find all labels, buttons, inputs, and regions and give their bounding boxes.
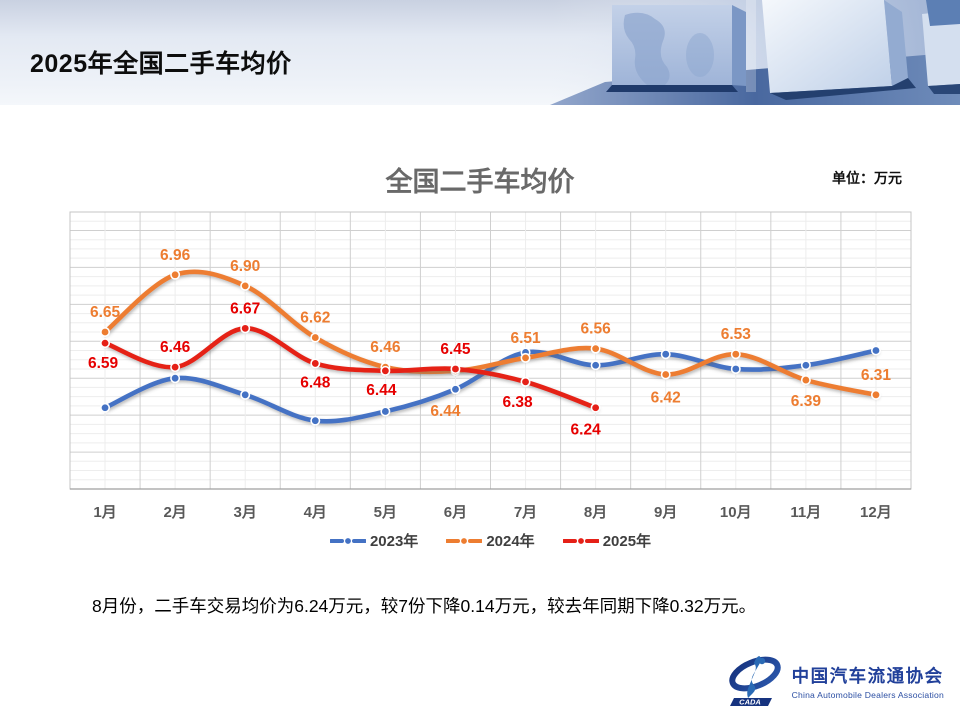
- x-axis-label: 1月: [93, 504, 117, 521]
- chart-title-row: 全国二手车均价 单位：万元: [0, 160, 960, 202]
- data-label: 6.90: [230, 258, 260, 275]
- data-point-marker: [800, 360, 811, 371]
- legend-item-2025年: 2025年: [562, 530, 652, 551]
- cada-emblem-icon: CADA: [728, 656, 781, 707]
- unit-label: 单位：万元: [832, 170, 902, 186]
- legend-line-swatch: [562, 536, 599, 545]
- gridlines: [69, 211, 912, 490]
- data-label: 6.31: [861, 367, 892, 384]
- data-label: 6.59: [88, 355, 119, 372]
- legend-label: 2024年: [486, 533, 535, 550]
- x-axis-label: 2月: [163, 504, 187, 521]
- data-point-marker: [170, 362, 181, 373]
- legend-line-swatch: [329, 536, 366, 545]
- x-axis-label: 8月: [583, 504, 608, 521]
- data-label: 6.51: [510, 330, 541, 347]
- data-point-marker: [100, 338, 111, 349]
- x-axis: 1月 2月 3月 4月 5月 6月 7月 8月 9月 10月 11月 12月: [70, 501, 911, 522]
- data-point-marker: [450, 384, 461, 395]
- chart-title: 全国二手车均价: [385, 167, 575, 197]
- data-point-marker: [730, 363, 741, 374]
- data-label: 6.46: [370, 339, 401, 356]
- data-point-marker: [590, 343, 601, 354]
- data-point-marker: [660, 369, 671, 380]
- data-point-marker: [170, 269, 181, 280]
- data-label: 6.45: [440, 341, 471, 358]
- data-point-marker: [380, 365, 391, 376]
- x-axis-label: 12月: [860, 504, 892, 521]
- x-axis-label: 10月: [719, 504, 752, 521]
- data-point-marker: [100, 402, 111, 413]
- data-label: 6.65: [90, 304, 121, 321]
- data-point-marker: [310, 358, 321, 369]
- summary-text: 8月份，二手车交易均价为6.24万元，较7份下降0.14万元，较去年同期下降0.…: [92, 596, 757, 616]
- data-point-marker: [310, 415, 321, 426]
- data-point-marker: [380, 406, 391, 417]
- organization-name: 中国汽车流通协会 China Automobile Dealers Associ…: [792, 663, 944, 700]
- organization-name-cn: 中国汽车流通协会: [791, 665, 944, 686]
- legend-item-2023年: 2023年: [329, 530, 419, 551]
- data-label: 6.42: [651, 390, 681, 407]
- data-point-marker: [870, 389, 881, 400]
- data-label: 6.96: [160, 247, 191, 264]
- data-point-marker: [310, 332, 321, 343]
- slide-header: 2025年全国二手车均价: [0, 0, 960, 105]
- data-point-marker: [590, 402, 601, 413]
- data-label: 6.53: [721, 326, 752, 343]
- legend-item-2024年: 2024年: [446, 530, 535, 551]
- series-2023年: [100, 345, 881, 426]
- data-point-marker: [800, 375, 811, 386]
- data-point-marker: [870, 345, 881, 356]
- svg-text:CADA: CADA: [739, 698, 761, 707]
- x-axis-label: 5月: [373, 504, 398, 521]
- data-label: 6.38: [502, 394, 533, 411]
- organization-logo: CADA 中国汽车流通协会 China Automobile Dealers A…: [726, 652, 944, 710]
- series-line-2025年: [102, 326, 598, 411]
- data-point-marker: [450, 363, 461, 374]
- data-label: 6.44: [430, 403, 461, 420]
- data-point-marker: [170, 373, 181, 384]
- data-point-marker: [100, 327, 111, 338]
- data-point-marker: [660, 349, 671, 360]
- x-axis-label: 3月: [233, 504, 257, 521]
- decorative-cubes-image: [550, 0, 960, 105]
- series-2025年: 6.59 6.46 6.67 6.48 6.44 6.45 6.38 6.24: [88, 300, 601, 438]
- data-point-marker: [590, 360, 601, 371]
- x-axis-label: 11月: [790, 504, 822, 521]
- legend-line-swatch: [446, 536, 483, 545]
- chart-legend: 2023年 2024年 2025年: [70, 530, 911, 551]
- x-axis-label: 4月: [303, 504, 327, 521]
- series-2024年: 6.65 6.96 6.90 6.62 6.46 6.44 6.51 6.56 6.42 6.53…: [90, 247, 891, 420]
- data-point-marker: [520, 376, 531, 387]
- x-axis-label: 6月: [443, 504, 468, 521]
- data-label: 6.67: [230, 300, 260, 317]
- data-label: 6.46: [160, 339, 191, 356]
- data-point-marker: [520, 352, 531, 363]
- data-point-marker: [240, 323, 251, 334]
- legend-label: 2025年: [602, 533, 652, 550]
- x-axis-label: 7月: [513, 504, 538, 521]
- line-chart: 6.65 6.96 6.90 6.62 6.46 6.44 6.51 6.56 6.42 6.53…: [69, 211, 912, 490]
- data-point-marker: [240, 280, 251, 291]
- legend-label: 2023年: [369, 533, 419, 550]
- data-label: 6.56: [581, 321, 612, 338]
- data-label: 6.39: [791, 393, 822, 410]
- data-label: 6.24: [571, 422, 602, 439]
- data-label: 6.62: [300, 310, 330, 327]
- data-label: 6.44: [366, 382, 397, 399]
- data-label: 6.48: [300, 374, 331, 391]
- data-point-marker: [240, 389, 251, 400]
- organization-name-en: China Automobile Dealers Association: [791, 689, 944, 700]
- data-point-marker: [730, 349, 741, 360]
- series-line-2023年: [102, 348, 879, 424]
- page-title: 2025年全国二手车均价: [30, 50, 292, 78]
- x-axis-label: 9月: [653, 504, 678, 521]
